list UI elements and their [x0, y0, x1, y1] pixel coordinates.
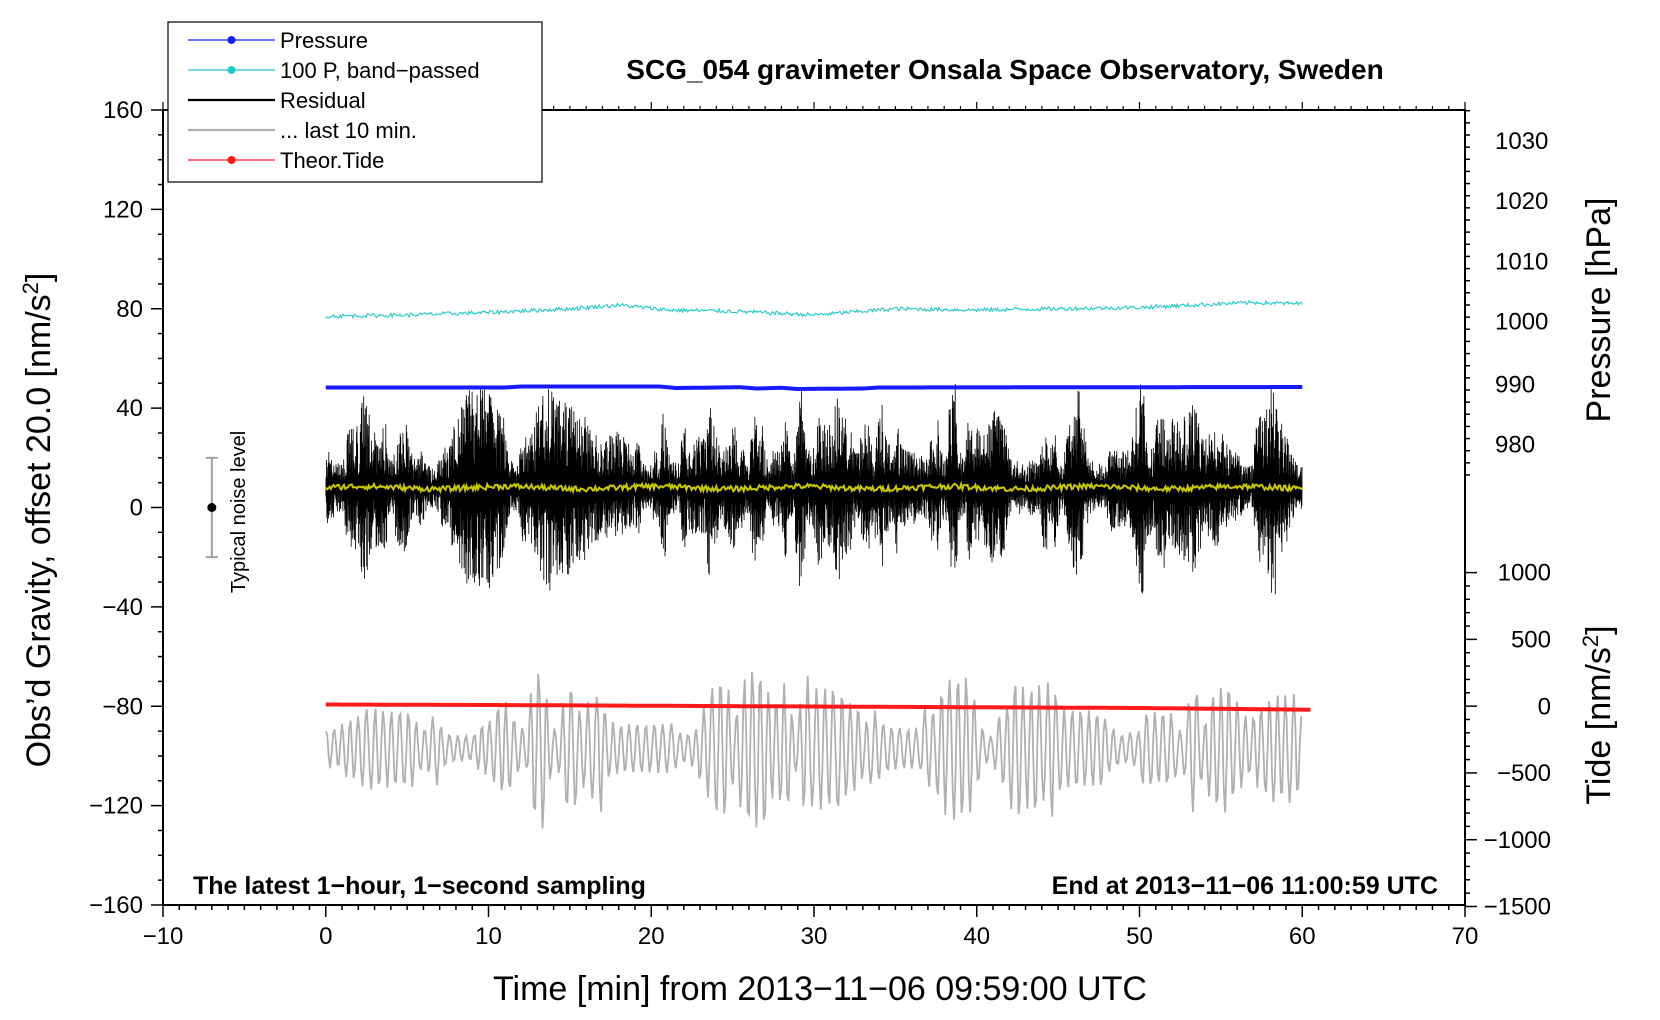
- pressure-tick-label: 1020: [1495, 188, 1548, 215]
- noise-level-label: Typical noise level: [228, 431, 250, 593]
- x-tick-label: 10: [475, 923, 502, 950]
- legend-item: 100 P, band−passed: [188, 58, 480, 83]
- x-axis: −10 0 10 20 30 40 50 60 70: [143, 102, 1479, 950]
- annotation-end-time: End at 2013−11−06 11:00:59 UTC: [1052, 872, 1438, 900]
- series-tide: [325, 702, 1311, 712]
- legend-box: [167, 21, 543, 183]
- residual-smoothed-line: [324, 480, 1303, 495]
- pressure-tick-label: 980: [1495, 432, 1535, 459]
- legend-swatch-dot: [227, 66, 236, 74]
- x-tick-label: 30: [801, 923, 828, 950]
- x-tick-label: 20: [638, 923, 665, 950]
- y-axis-pressure: 1030 1020 1010 1000 990 980: [1465, 109, 1548, 476]
- series-residual: [325, 383, 1303, 595]
- y-axis-tide-title: Tide [nm/s2]: [1578, 625, 1618, 804]
- series-pressure: [325, 384, 1303, 391]
- x-tick-label: 60: [1289, 923, 1316, 950]
- tide-tick-label: −500: [1497, 760, 1551, 787]
- y-tick-label: −120: [89, 793, 143, 820]
- noise-level-bar: [205, 456, 218, 559]
- noise-bar-dot: [207, 503, 217, 512]
- legend-label: 100 P, band−passed: [280, 58, 480, 83]
- pressure-tick-label: 1030: [1495, 128, 1548, 155]
- legend-item: Theor.Tide: [188, 148, 384, 173]
- tide-tick-label: 0: [1538, 693, 1551, 720]
- x-tick-label: −10: [143, 923, 184, 950]
- tide-tick-label: −1500: [1484, 893, 1551, 920]
- pressure-tick-label: 990: [1495, 371, 1535, 398]
- legend-swatch-dot: [227, 36, 236, 44]
- x-tick-label: 70: [1452, 923, 1479, 950]
- x-tick-label: 40: [963, 923, 990, 950]
- pressure-tick-label: 1000: [1495, 308, 1548, 335]
- y-tick-label: 0: [130, 495, 143, 522]
- pressure-tick-label: 1010: [1495, 248, 1548, 275]
- annotation-latest-hour: The latest 1−hour, 1−second sampling: [193, 872, 646, 900]
- legend-label: Theor.Tide: [280, 148, 384, 173]
- y-tick-label: −40: [102, 594, 143, 621]
- tide-tick-label: 1000: [1498, 560, 1551, 587]
- legend-item: Residual: [188, 88, 366, 113]
- y-tick-label: −80: [102, 693, 143, 720]
- x-axis-title: Time [min] from 2013−11−06 09:59:00 UTC: [493, 970, 1147, 1008]
- legend-label: Pressure: [280, 28, 368, 53]
- band-passed-line: [325, 299, 1303, 320]
- residual-line: [325, 383, 1303, 595]
- legend-swatch-dot: [227, 156, 236, 164]
- legend: Pressure 100 P, band−passed Residual ... la…: [167, 21, 543, 183]
- legend-item: Pressure: [188, 28, 368, 53]
- pressure-line: [325, 384, 1303, 391]
- x-tick-label: 0: [319, 923, 332, 950]
- y-tick-label: 40: [116, 395, 143, 422]
- y-axis-tide: 1000 500 0 −500 −1000 −1500: [1465, 560, 1551, 920]
- series-band-passed: [325, 299, 1303, 320]
- y-tick-label: 160: [103, 97, 143, 124]
- last10-line: [324, 671, 1303, 829]
- tide-line: [325, 702, 1311, 712]
- y-axis-left: 160 120 80 40 0 −40 −80 −120 −160: [89, 97, 163, 919]
- series-residual-smoothed: [324, 480, 1303, 495]
- tide-tick-label: 500: [1511, 626, 1551, 653]
- legend-label: ... last 10 min.: [280, 118, 417, 143]
- series-last10: [324, 671, 1303, 829]
- y-axis-left-title: Obs’d Gravity, offset 20.0 [nm/s2]: [18, 273, 58, 768]
- y-tick-label: −160: [89, 892, 143, 919]
- y-axis-tide-title-sup: 2: [1578, 635, 1603, 647]
- tide-tick-label: −1000: [1484, 827, 1551, 854]
- legend-item: ... last 10 min.: [188, 118, 417, 143]
- x-tick-label: 50: [1126, 923, 1153, 950]
- y-axis-pressure-title: Pressure [hPa]: [1580, 198, 1618, 423]
- y-tick-label: 80: [116, 296, 143, 323]
- y-tick-label: 120: [103, 196, 143, 223]
- y-axis-left-title-sup: 2: [18, 282, 43, 294]
- chart-title: SCG_054 gravimeter Onsala Space Observat…: [626, 54, 1383, 85]
- legend-label: Residual: [280, 88, 366, 113]
